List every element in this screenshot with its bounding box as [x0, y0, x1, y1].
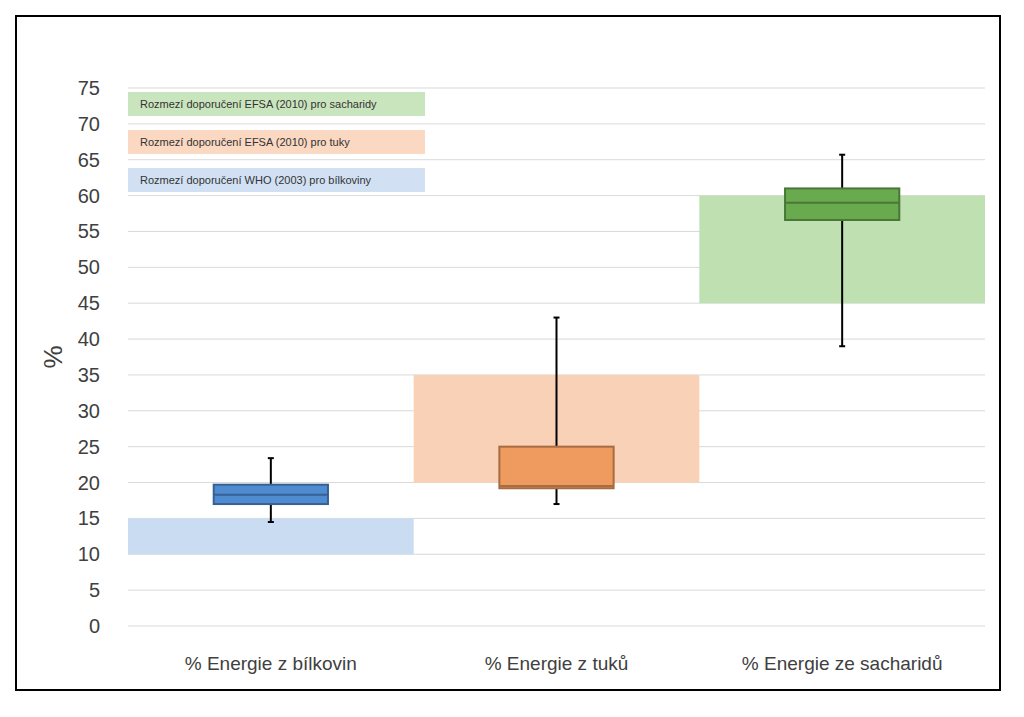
grid-line — [128, 626, 985, 627]
background — [0, 0, 1024, 717]
median — [214, 494, 328, 496]
whisker-cap — [554, 503, 560, 505]
category-label: % Energie z bílkovin — [185, 653, 357, 674]
box — [785, 188, 899, 220]
whisker — [270, 504, 272, 522]
chart: 0 5 10 15 20 25 30 35 40 45 50 55 60 65 70 75% % Energie… — [0, 0, 1024, 717]
marks — [128, 155, 985, 555]
category-label: % Energie z tuků — [485, 653, 629, 674]
tick-label: 70 — [78, 113, 100, 135]
tick-label: 40 — [78, 328, 100, 350]
whisker — [270, 458, 272, 485]
legend-swatch — [128, 92, 425, 116]
tick-label: 65 — [78, 149, 100, 171]
axis-label: % — [38, 345, 68, 368]
tick-label: 15 — [78, 507, 100, 529]
tick-label: 50 — [78, 256, 100, 278]
legend-label: Rozmezí doporučení EFSA (2010) pro tuky — [140, 136, 350, 148]
tick-label: 25 — [78, 436, 100, 458]
legend-label: Rozmezí doporučení EFSA (2010) pro sacha… — [140, 98, 377, 110]
whisker — [556, 488, 558, 504]
legend-label: Rozmezí doporučení WHO (2003) pro bílkov… — [140, 174, 372, 186]
box — [499, 447, 613, 489]
tick-label: 75 — [78, 77, 100, 99]
median — [499, 485, 613, 487]
whisker — [841, 220, 843, 346]
tick-label: 30 — [78, 400, 100, 422]
tick-label: 5 — [89, 579, 100, 601]
grid-line — [128, 88, 985, 89]
whisker-cap — [839, 345, 845, 347]
tick-label: 60 — [78, 185, 100, 207]
whisker-cap — [268, 521, 274, 523]
recommendation-band — [128, 518, 414, 554]
tick-label: 35 — [78, 364, 100, 386]
tick-label: 10 — [78, 543, 100, 565]
whisker — [841, 155, 843, 189]
box — [214, 485, 328, 504]
whisker — [556, 318, 558, 447]
grid-line — [128, 123, 985, 124]
tick-label: 55 — [78, 220, 100, 242]
whisker-cap — [554, 317, 560, 319]
legend-swatch — [128, 168, 425, 192]
tick-label: 0 — [89, 615, 100, 637]
tick-label: 20 — [78, 472, 100, 494]
whisker-cap — [268, 457, 274, 459]
median — [785, 202, 899, 204]
legend-swatch — [128, 130, 425, 154]
grid-line — [128, 159, 985, 160]
category-label: % Energie ze sacharidů — [742, 653, 943, 674]
whisker-cap — [839, 154, 845, 156]
grid-line — [128, 590, 985, 591]
tick-label: 45 — [78, 292, 100, 314]
frame — [16, 16, 1000, 690]
